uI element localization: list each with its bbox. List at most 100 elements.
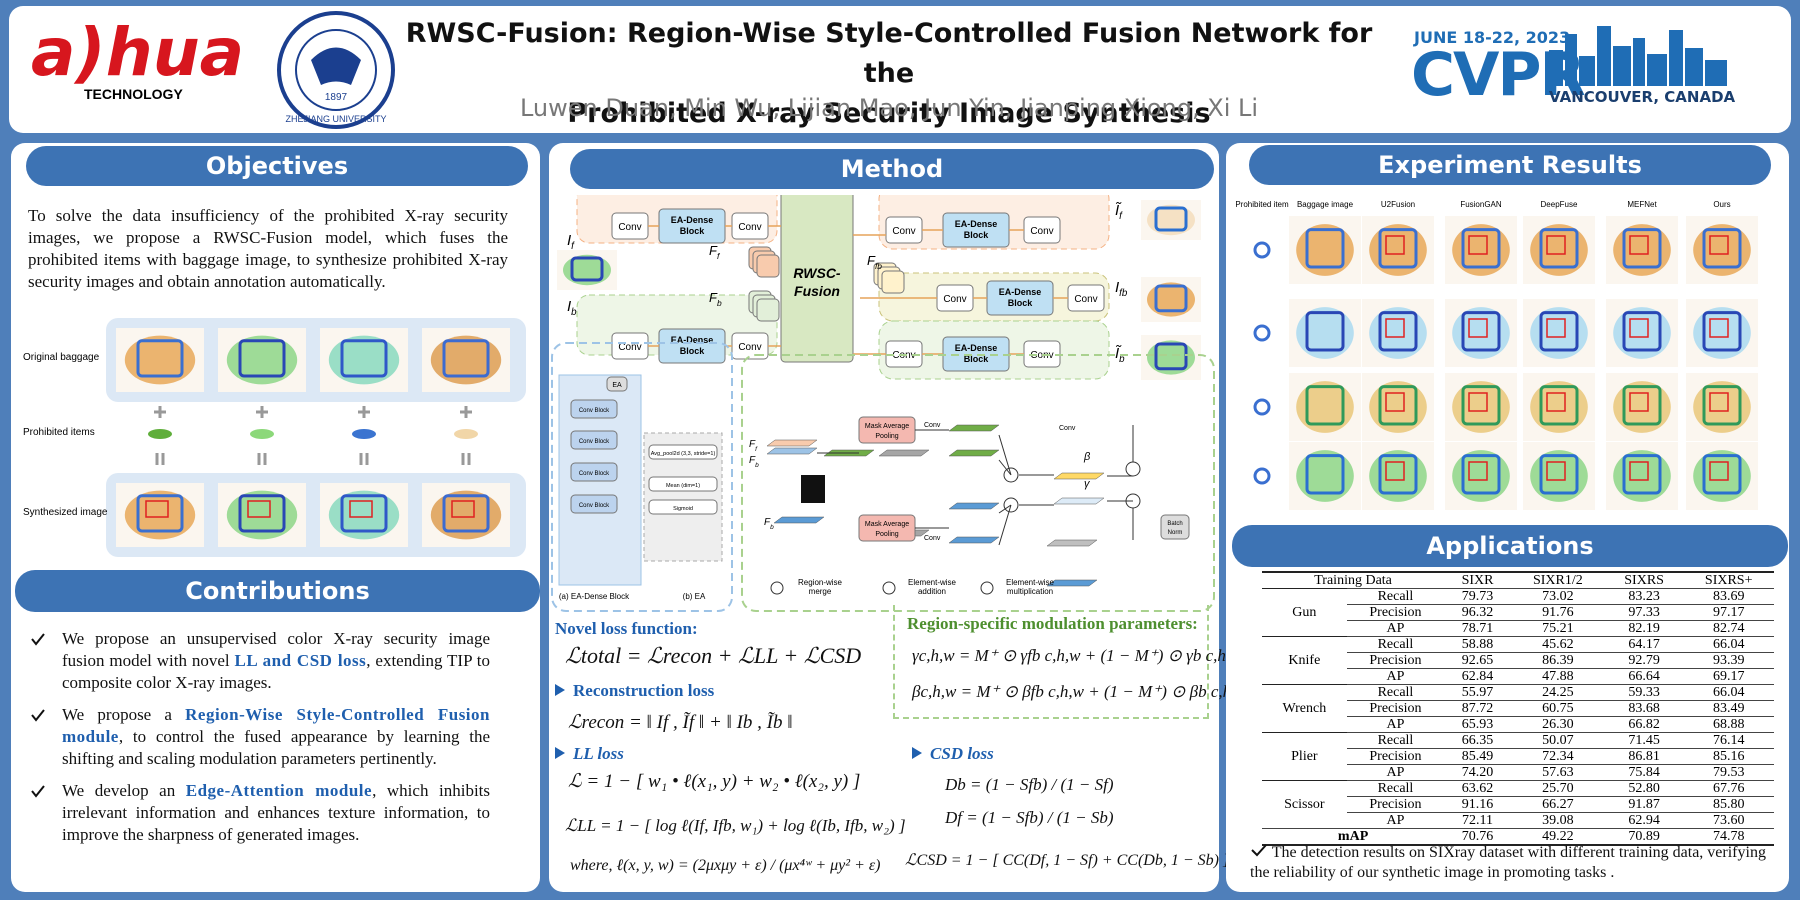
conf-place: VANCOUVER, CANADA [1549, 88, 1736, 106]
value-cell: 85.16 [1683, 748, 1774, 765]
value-cell: 86.81 [1604, 748, 1684, 765]
image-content [1369, 224, 1427, 276]
value-cell: 63.62 [1444, 780, 1511, 797]
section-heading: Objectives [26, 146, 528, 186]
value-cell: 55.97 [1444, 684, 1511, 701]
table-row: AP 72.11 39.08 62.94 73.60 [1262, 812, 1774, 829]
check [1251, 844, 1267, 857]
image-content [1296, 450, 1354, 502]
column-label: Baggage image [1297, 200, 1354, 209]
image-content [1305, 454, 1345, 495]
formula: ℒtotal = ℒrecon + ℒLL + ℒCSD [565, 643, 862, 668]
ea-box [606, 376, 628, 392]
group-cell: Wrench [1262, 684, 1347, 733]
image-content [1147, 340, 1195, 375]
loss-heading: CSD loss [912, 743, 994, 765]
conv-block [570, 430, 618, 450]
value-cell: 66.27 [1510, 796, 1605, 813]
label: Conv [618, 222, 641, 233]
check [31, 633, 45, 646]
symbol-main: I [567, 232, 571, 249]
label: Conv Block [579, 503, 610, 509]
bbox [1546, 235, 1566, 255]
symbol: Ifb [1115, 279, 1128, 299]
value-cell: 47.88 [1510, 668, 1605, 685]
contributions-list: We propose an unsupervised color X-ray s… [30, 628, 490, 856]
metric-cell: AP [1346, 668, 1445, 685]
note: The detection results on SIXray dataset … [1250, 843, 1780, 883]
image-content [1378, 454, 1418, 495]
label: Mask Average [865, 423, 909, 430]
image-content [1702, 385, 1742, 426]
region-box [893, 605, 1209, 719]
value-cell: 76.14 [1683, 732, 1774, 749]
label: EA-Dense [955, 219, 998, 229]
image-content [1147, 204, 1195, 236]
zju-year: 1897 [325, 92, 348, 103]
value-cell: 74.20 [1444, 764, 1511, 781]
symbol: β [1083, 451, 1091, 463]
formula: ℒLL = 1 − [ log ℓ(If, Ifb, w₁) + log ℓ(I… [565, 816, 906, 835]
section-heading: Method [570, 149, 1214, 189]
image-content [1539, 311, 1579, 352]
column-label: Prohibited item [1235, 200, 1289, 209]
value-cell: 97.17 [1683, 604, 1774, 621]
value-cell: 73.60 [1683, 812, 1774, 829]
bbox [1629, 235, 1649, 255]
label: Conv [1074, 294, 1097, 305]
image-content [136, 339, 184, 378]
label: Conv [924, 535, 941, 542]
feature-map [766, 439, 818, 447]
dahua-sub: TECHNOLOGY [84, 86, 183, 102]
group-cell: Gun [1262, 588, 1347, 637]
image-content [1622, 311, 1662, 352]
formula: ℒ = 1 − [ w₁ • ℓ(x₁, y) + w₂ • ℓ(x₂, y) … [568, 771, 861, 792]
value-cell: 82.19 [1604, 620, 1684, 637]
value-cell: 85.80 [1683, 796, 1774, 813]
image-content [1702, 454, 1742, 495]
table-header-cell: Training Data [1262, 571, 1445, 589]
table-row: Precision 87.72 60.75 83.68 83.49 [1262, 700, 1774, 717]
check [31, 785, 45, 798]
total-cell: 70.76 [1444, 828, 1511, 846]
label: Conv [943, 294, 966, 305]
image-content [1530, 307, 1588, 359]
bbox [1629, 392, 1649, 412]
image-content [1305, 228, 1345, 269]
image-content [328, 335, 400, 385]
label: (a) EA-Dense Block [559, 592, 630, 601]
seal-ring [277, 11, 395, 129]
objectives-text: To solve the data insufficiency of the p… [28, 206, 508, 291]
metric-cell: Recall [1346, 636, 1445, 653]
authors: Luwen Duan, Min Wu, Lijian Mao, Jun Yin,… [519, 94, 1259, 122]
image-content [1296, 224, 1354, 276]
metric-cell: Precision [1346, 748, 1445, 765]
label: Block [964, 230, 990, 240]
total-cell: 74.78 [1683, 828, 1774, 846]
table-total-row: mAP 70.76 49.22 70.89 74.78 [1262, 828, 1774, 846]
image-content [1305, 311, 1345, 352]
bbox [1709, 461, 1729, 481]
label: EA-Dense [999, 287, 1042, 297]
contribution-text: , which inhibits irrelevant information … [62, 781, 491, 844]
value-cell: 72.11 [1444, 812, 1511, 829]
label: Norm [1168, 530, 1183, 536]
image-content [1530, 450, 1588, 502]
value-cell: 69.17 [1683, 668, 1774, 685]
metric-cell: Precision [1346, 700, 1445, 717]
symbol-main: Ĩ [1115, 202, 1122, 219]
note-text: The detection results on SIXray dataset … [1250, 844, 1766, 881]
symbol-sub: fb [875, 261, 882, 271]
formula: γc,h,w = M⁺ ⊙ γfb c,h,w + (1 − M⁺) ⊙ γb … [912, 646, 1242, 665]
table-row: AP 74.20 57.63 75.84 79.53 [1262, 764, 1774, 781]
loss-heading: LL loss [555, 743, 624, 765]
symbol-main: F [709, 243, 718, 258]
symbol-main: F [709, 290, 718, 305]
op-box [648, 476, 718, 492]
metric-cell: Precision [1346, 796, 1445, 813]
bn-box [1160, 514, 1190, 540]
feature-map [1053, 472, 1105, 480]
image-content [1378, 228, 1418, 269]
image-content [430, 335, 502, 385]
